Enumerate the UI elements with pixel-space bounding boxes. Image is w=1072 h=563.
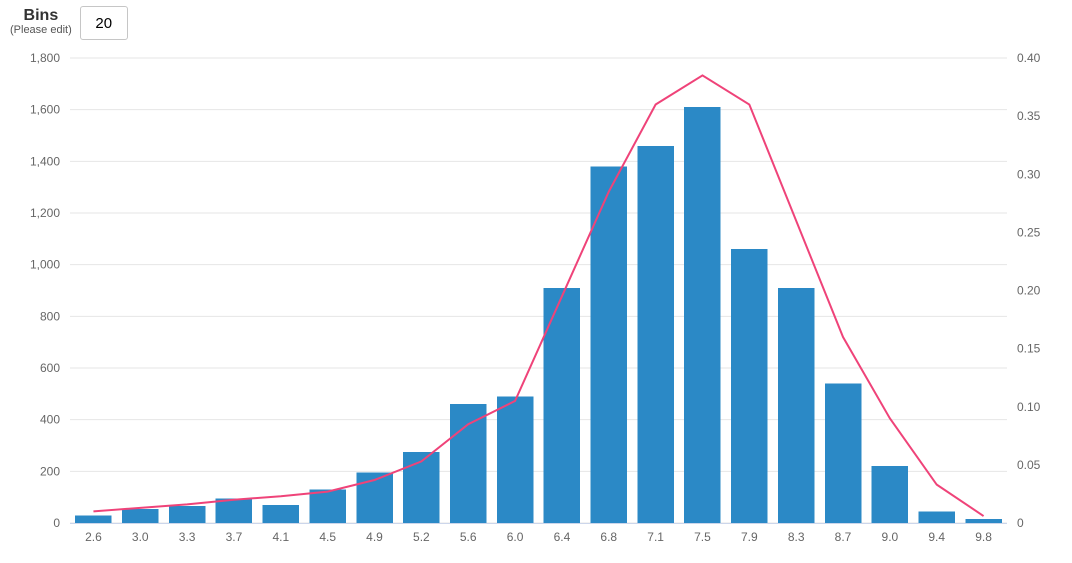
svg-text:4.9: 4.9	[366, 530, 383, 544]
svg-text:0.40: 0.40	[1017, 51, 1041, 65]
bar[interactable]	[216, 498, 253, 523]
bins-title: Bins	[10, 8, 72, 24]
svg-text:9.0: 9.0	[882, 530, 899, 544]
svg-text:600: 600	[40, 361, 60, 375]
svg-text:800: 800	[40, 309, 60, 323]
bar[interactable]	[309, 489, 346, 523]
bar[interactable]	[497, 396, 534, 523]
svg-text:0.30: 0.30	[1017, 167, 1041, 181]
svg-text:0.25: 0.25	[1017, 225, 1041, 239]
bar[interactable]	[637, 146, 674, 523]
svg-text:0.20: 0.20	[1017, 284, 1041, 298]
bar[interactable]	[263, 505, 300, 523]
svg-text:6.8: 6.8	[600, 530, 617, 544]
chart-svg: 0 200 400 600 800 1,000 1,200 1,400 1,600 1,800 0 0…	[0, 48, 1062, 553]
bins-label-block: Bins (Please edit)	[10, 8, 72, 37]
bars-group	[75, 107, 1002, 523]
svg-text:400: 400	[40, 413, 60, 427]
svg-text:0.05: 0.05	[1017, 458, 1041, 472]
svg-text:1,800: 1,800	[30, 51, 60, 65]
svg-text:7.5: 7.5	[694, 530, 711, 544]
svg-text:0.10: 0.10	[1017, 400, 1041, 414]
svg-text:0.15: 0.15	[1017, 342, 1041, 356]
bar[interactable]	[731, 249, 768, 523]
bar[interactable]	[825, 384, 862, 524]
svg-text:6.4: 6.4	[554, 530, 571, 544]
svg-text:1,600: 1,600	[30, 103, 60, 117]
bins-subtitle: (Please edit)	[10, 24, 72, 37]
svg-text:7.1: 7.1	[647, 530, 664, 544]
bar[interactable]	[965, 519, 1002, 523]
bar[interactable]	[122, 509, 159, 523]
bar[interactable]	[169, 506, 206, 523]
bar[interactable]	[403, 452, 440, 523]
bar[interactable]	[684, 107, 721, 523]
svg-text:2.6: 2.6	[85, 530, 102, 544]
svg-text:9.8: 9.8	[975, 530, 992, 544]
bar[interactable]	[75, 515, 112, 523]
bar[interactable]	[778, 288, 815, 523]
svg-text:1,000: 1,000	[30, 258, 60, 272]
svg-text:3.3: 3.3	[179, 530, 196, 544]
svg-text:3.7: 3.7	[226, 530, 243, 544]
svg-text:1,200: 1,200	[30, 206, 60, 220]
bar[interactable]	[918, 511, 955, 523]
svg-text:4.1: 4.1	[272, 530, 289, 544]
svg-text:7.9: 7.9	[741, 530, 758, 544]
svg-text:3.0: 3.0	[132, 530, 149, 544]
svg-text:5.2: 5.2	[413, 530, 430, 544]
bins-input[interactable]	[80, 6, 128, 40]
svg-text:6.0: 6.0	[507, 530, 524, 544]
svg-text:200: 200	[40, 464, 60, 478]
svg-text:8.3: 8.3	[788, 530, 805, 544]
svg-text:0: 0	[53, 516, 60, 530]
svg-text:0: 0	[1017, 516, 1024, 530]
svg-text:1,400: 1,400	[30, 154, 60, 168]
svg-text:5.6: 5.6	[460, 530, 477, 544]
svg-text:9.4: 9.4	[928, 530, 945, 544]
bins-control: Bins (Please edit)	[10, 6, 128, 40]
svg-text:8.7: 8.7	[835, 530, 852, 544]
bar[interactable]	[450, 404, 487, 523]
histogram-chart: 0 200 400 600 800 1,000 1,200 1,400 1,600 1,800 0 0…	[0, 48, 1062, 553]
svg-text:0.35: 0.35	[1017, 109, 1041, 123]
svg-text:4.5: 4.5	[319, 530, 336, 544]
bar[interactable]	[872, 466, 909, 523]
